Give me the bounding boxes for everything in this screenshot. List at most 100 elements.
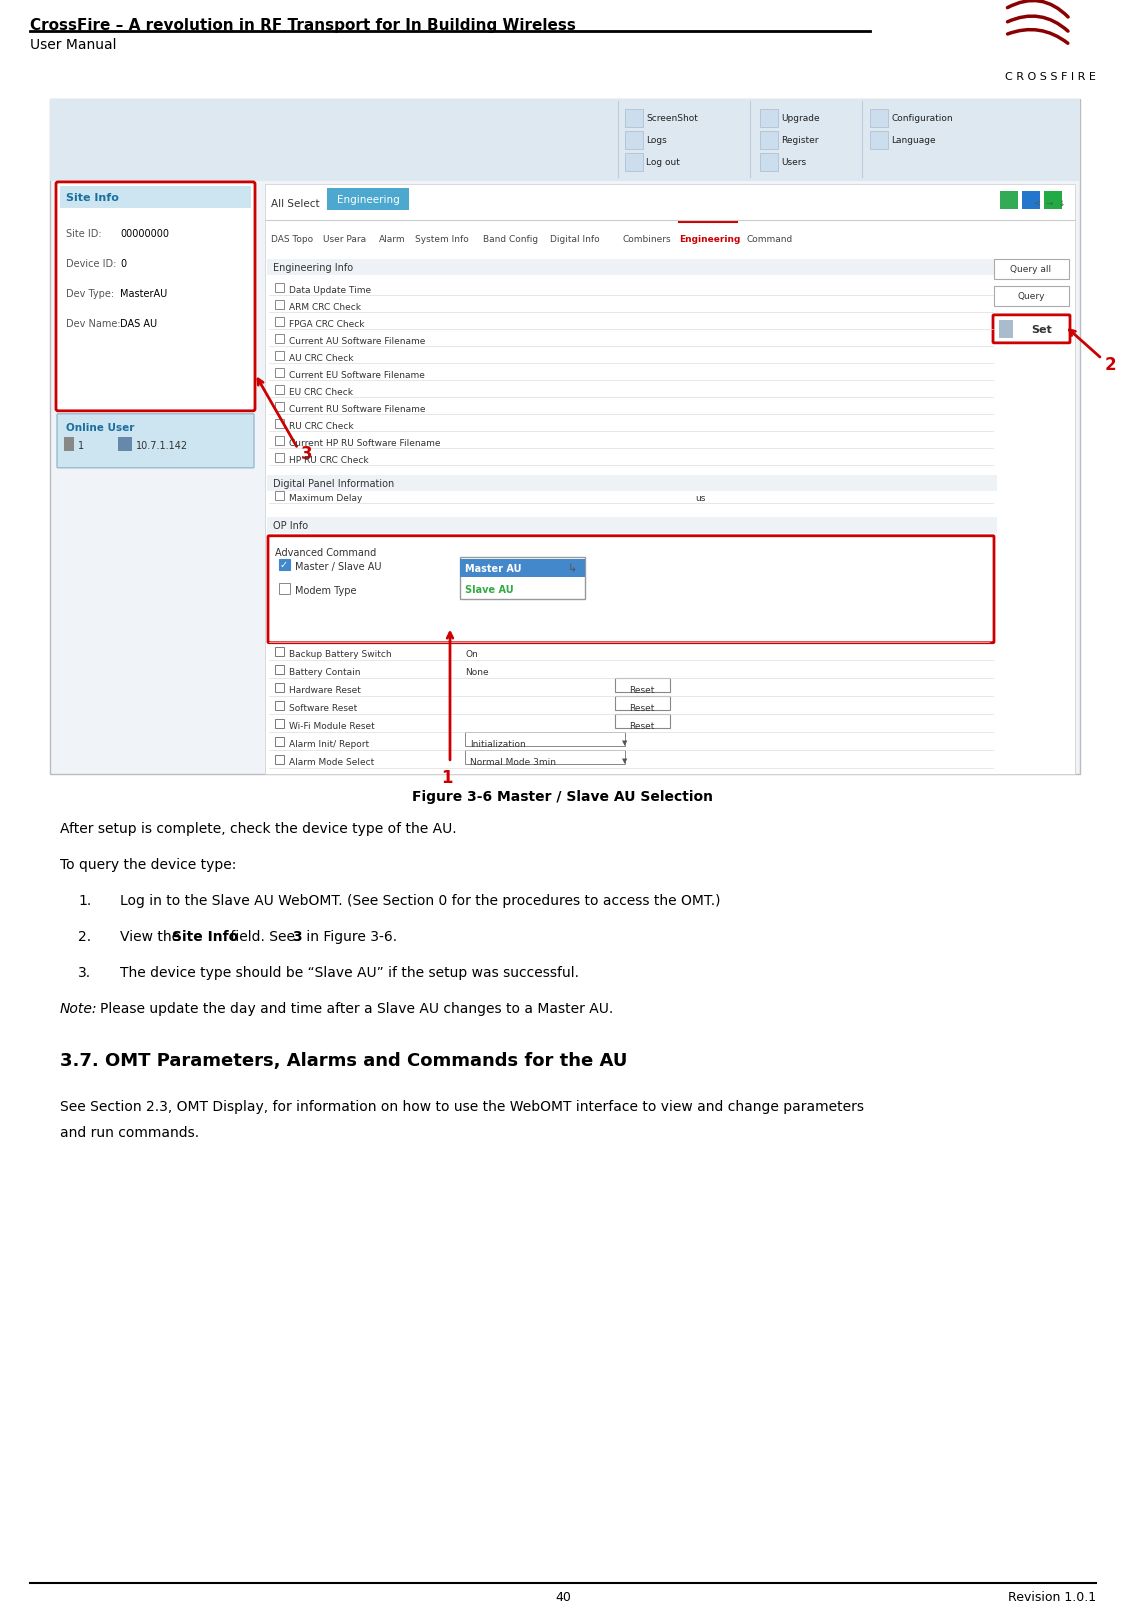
Bar xyxy=(1000,191,1018,211)
Bar xyxy=(1044,191,1062,211)
Text: Software Reset: Software Reset xyxy=(289,704,357,712)
Bar xyxy=(275,437,284,445)
Text: Hardware Reset: Hardware Reset xyxy=(289,685,360,694)
Bar xyxy=(275,386,284,395)
Bar xyxy=(870,109,888,129)
Bar xyxy=(994,260,1069,280)
Text: User Para: User Para xyxy=(323,235,366,244)
Bar xyxy=(327,188,409,211)
Text: 3.7. OMT Parameters, Alarms and Commands for the AU: 3.7. OMT Parameters, Alarms and Commands… xyxy=(60,1051,627,1069)
Text: 2.: 2. xyxy=(78,929,91,943)
Bar xyxy=(1022,191,1040,211)
Text: Query all: Query all xyxy=(1010,265,1052,275)
Text: Reset: Reset xyxy=(629,685,654,694)
Text: Reset: Reset xyxy=(629,704,654,712)
Text: Normal Mode 3min: Normal Mode 3min xyxy=(470,757,556,767)
Bar xyxy=(760,154,778,172)
Text: System Info: System Info xyxy=(415,235,470,244)
Bar xyxy=(64,437,74,452)
Text: Online User: Online User xyxy=(66,423,134,432)
Text: Engineering: Engineering xyxy=(337,194,400,204)
Text: Site Info: Site Info xyxy=(172,929,239,943)
Text: Log out: Log out xyxy=(646,159,680,167)
Text: Modem Type: Modem Type xyxy=(295,585,357,595)
Bar xyxy=(50,100,1080,775)
Text: See Section 2.3, OMT Display, for information on how to use the WebOMT interface: See Section 2.3, OMT Display, for inform… xyxy=(60,1099,864,1112)
Text: Maximum Delay: Maximum Delay xyxy=(289,493,363,503)
Bar xyxy=(60,186,251,209)
Text: 3.: 3. xyxy=(78,964,91,979)
Bar xyxy=(275,301,284,310)
Text: MasterAU: MasterAU xyxy=(120,289,168,299)
Text: Engineering Info: Engineering Info xyxy=(272,262,354,273)
Bar xyxy=(275,701,284,710)
Bar xyxy=(267,517,997,534)
Bar xyxy=(275,738,284,746)
Text: Alarm Init/ Report: Alarm Init/ Report xyxy=(289,739,369,749)
Bar xyxy=(465,733,625,746)
Bar xyxy=(267,476,997,492)
Text: FPGA CRC Check: FPGA CRC Check xyxy=(289,320,365,329)
Bar xyxy=(870,132,888,149)
Text: Current EU Software Filename: Current EU Software Filename xyxy=(289,371,425,379)
Bar xyxy=(461,558,586,599)
FancyBboxPatch shape xyxy=(993,315,1070,344)
Bar xyxy=(275,419,284,429)
Bar xyxy=(275,352,284,360)
Text: Language: Language xyxy=(891,137,936,145)
Text: field. See: field. See xyxy=(226,929,300,943)
Text: ▼: ▼ xyxy=(622,757,627,763)
Text: EU CRC Check: EU CRC Check xyxy=(289,387,352,397)
Text: Users: Users xyxy=(781,159,806,167)
Text: 00000000: 00000000 xyxy=(120,228,169,239)
Text: Note:: Note: xyxy=(60,1001,98,1016)
Text: Revision 1.0.1: Revision 1.0.1 xyxy=(1008,1591,1096,1604)
Bar xyxy=(625,154,643,172)
Text: 1.: 1. xyxy=(78,893,91,906)
Text: RU CRC Check: RU CRC Check xyxy=(289,421,354,431)
Bar xyxy=(275,720,284,728)
Text: and run commands.: and run commands. xyxy=(60,1125,199,1139)
Text: Register: Register xyxy=(781,137,819,145)
Bar xyxy=(275,648,284,656)
Text: Log in to the Slave AU WebOMT. (See Section 0 for the procedures to access the O: Log in to the Slave AU WebOMT. (See Sect… xyxy=(120,893,721,906)
Text: All Select: All Select xyxy=(271,199,320,209)
Text: Slave AU: Slave AU xyxy=(465,585,513,595)
FancyBboxPatch shape xyxy=(56,183,254,411)
Text: Digital Info: Digital Info xyxy=(549,235,599,244)
Bar xyxy=(279,559,291,570)
Text: None: None xyxy=(465,667,489,677)
Text: HP RU CRC Check: HP RU CRC Check xyxy=(289,455,368,464)
Text: Alarm Mode Select: Alarm Mode Select xyxy=(289,757,374,767)
Text: ✓: ✓ xyxy=(279,559,287,570)
Bar xyxy=(275,403,284,411)
Text: Please update the day and time after a Slave AU changes to a Master AU.: Please update the day and time after a S… xyxy=(100,1001,614,1016)
Text: ScreenShot: ScreenShot xyxy=(646,114,698,124)
Text: 1: 1 xyxy=(78,440,84,450)
Bar xyxy=(994,286,1069,307)
Text: 40: 40 xyxy=(555,1591,571,1604)
Bar xyxy=(267,260,997,276)
Text: Master / Slave AU: Master / Slave AU xyxy=(295,561,382,572)
Text: Current HP RU Software Filename: Current HP RU Software Filename xyxy=(289,439,440,447)
Text: Logs: Logs xyxy=(646,137,667,145)
Text: DAS Topo: DAS Topo xyxy=(271,235,313,244)
Bar xyxy=(275,334,284,344)
Text: Query: Query xyxy=(1017,292,1045,301)
Text: Figure 3-6 Master / Slave AU Selection: Figure 3-6 Master / Slave AU Selection xyxy=(412,789,714,804)
Text: <  →  ↓: < → ↓ xyxy=(1034,199,1065,207)
Text: Master AU: Master AU xyxy=(465,564,521,574)
Bar xyxy=(279,583,291,595)
Text: View the: View the xyxy=(120,929,185,943)
Bar xyxy=(615,696,670,710)
Text: Site ID:: Site ID: xyxy=(66,228,101,239)
Text: Backup Battery Switch: Backup Battery Switch xyxy=(289,649,392,659)
Bar xyxy=(275,665,284,675)
Bar xyxy=(275,492,284,500)
Bar xyxy=(760,132,778,149)
Text: Digital Panel Information: Digital Panel Information xyxy=(272,479,394,489)
Text: 3: 3 xyxy=(301,445,313,463)
Text: The device type should be “Slave AU” if the setup was successful.: The device type should be “Slave AU” if … xyxy=(120,964,579,979)
Bar xyxy=(275,368,284,378)
Text: Data Update Time: Data Update Time xyxy=(289,286,372,294)
